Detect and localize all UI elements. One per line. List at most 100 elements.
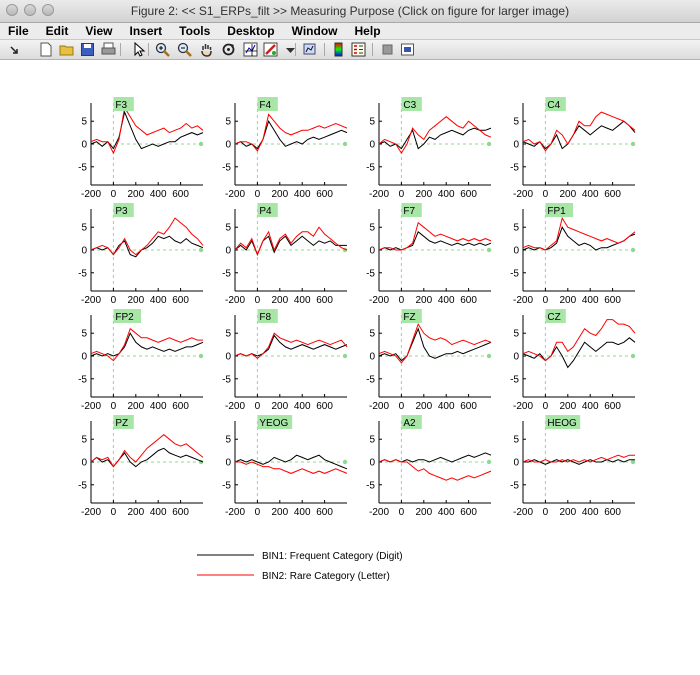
zero-line-marker	[198, 141, 204, 147]
y-tick-label: -5	[78, 480, 87, 491]
y-tick-label: -5	[510, 162, 519, 173]
legend[interactable]: BIN1: Frequent Category (Digit) BIN2: Rar…	[197, 551, 403, 582]
erp-panel-f8[interactable]: 5 0 -5 -200 0 200 400 600 F8	[222, 309, 348, 412]
menu-tools[interactable]: Tools	[179, 24, 211, 38]
erp-panel-f7[interactable]: 5 0 -5 -200 0 200 400 600 F7	[366, 203, 492, 306]
x-tick-label: 600	[316, 507, 333, 518]
bin1-waveform	[90, 235, 204, 258]
x-tick-label: 400	[582, 189, 599, 200]
figure-canvas[interactable]: 5 0 -5 -200 0 200 400 600 F3 5 0 -5 -200 0 200 400 600 F4…	[0, 60, 700, 670]
x-tick-label: 200	[271, 189, 288, 200]
zoom-out-icon[interactable]	[177, 42, 192, 57]
x-tick-label: -200	[81, 507, 101, 518]
colorbar-icon[interactable]	[331, 42, 346, 57]
legend-icon[interactable]	[351, 42, 366, 57]
minimize-window-button[interactable]	[24, 4, 36, 16]
x-tick-label: 400	[438, 507, 455, 518]
zoom-window-button[interactable]	[42, 4, 54, 16]
y-tick-label: -5	[222, 162, 231, 173]
rotate-3d-icon[interactable]	[221, 42, 236, 57]
x-tick-label: 200	[415, 401, 432, 412]
channel-label-box	[401, 309, 422, 323]
x-tick-label: 200	[559, 507, 576, 518]
save-icon[interactable]	[80, 42, 95, 57]
channel-label: F8	[259, 312, 271, 323]
bin2-waveform	[90, 327, 203, 362]
close-window-button[interactable]	[6, 4, 18, 16]
zero-line-marker	[630, 353, 636, 359]
bin1-waveform	[378, 127, 492, 150]
bin2-waveform	[522, 454, 635, 463]
menu-insert[interactable]: Insert	[129, 24, 163, 38]
data-cursor-icon[interactable]	[243, 42, 258, 57]
bin1-waveform	[234, 454, 348, 470]
x-tick-label: 200	[415, 189, 432, 200]
menu-edit[interactable]: Edit	[45, 24, 69, 38]
erp-panel-p4[interactable]: 5 0 -5 -200 0 200 400 600 P4	[222, 203, 348, 306]
erp-panel-heog[interactable]: 5 0 -5 -200 0 200 400 600 HEOG	[510, 415, 636, 518]
erp-panel-f4[interactable]: 5 0 -5 -200 0 200 400 600 F4	[222, 97, 348, 200]
channel-label: P3	[115, 206, 128, 217]
brush-icon[interactable]	[263, 42, 278, 57]
x-tick-label: -200	[225, 401, 245, 412]
erp-panel-fz[interactable]: 5 0 -5 -200 0 200 400 600 FZ	[366, 309, 492, 412]
brush-dropdown-icon[interactable]	[283, 42, 298, 57]
erp-panel-f3[interactable]: 5 0 -5 -200 0 200 400 600 F3	[78, 97, 204, 200]
y-tick-label: -5	[78, 374, 87, 385]
erp-panel-fp1[interactable]: 5 0 -5 -200 0 200 400 600 FP1	[510, 203, 636, 306]
menu-help[interactable]: Help	[354, 24, 381, 38]
channel-label-box	[401, 415, 422, 429]
link-plot-icon[interactable]	[302, 42, 317, 57]
show-plot-tools-icon[interactable]	[400, 42, 415, 57]
y-tick-label: 0	[81, 458, 87, 469]
erp-panel-cz[interactable]: 5 0 -5 -200 0 200 400 600 CZ	[510, 309, 636, 412]
toolbar-separator	[372, 43, 373, 56]
zero-line-marker	[342, 459, 348, 465]
channel-label: FP2	[115, 312, 134, 323]
erp-panel-p3[interactable]: 5 0 -5 -200 0 200 400 600 P3	[78, 203, 204, 306]
zoom-in-icon[interactable]	[155, 42, 170, 57]
erp-panel-a2[interactable]: 5 0 -5 -200 0 200 400 600 A2	[366, 415, 492, 518]
menu-file[interactable]: File	[8, 24, 29, 38]
x-tick-label: 200	[127, 507, 144, 518]
y-tick-label: 5	[225, 223, 231, 234]
arrow-dock-icon[interactable]	[7, 42, 22, 57]
bin1-waveform	[234, 334, 348, 357]
print-icon[interactable]	[101, 42, 116, 57]
x-tick-label: 400	[150, 189, 167, 200]
menu-window[interactable]: Window	[291, 24, 338, 38]
channel-label: CZ	[547, 312, 560, 323]
erp-plot-grid[interactable]: 5 0 -5 -200 0 200 400 600 F3 5 0 -5 -200 0 200 400 600 F4…	[0, 60, 700, 670]
bin2-waveform	[90, 434, 204, 468]
bin2-waveform	[522, 111, 636, 152]
erp-panel-yeog[interactable]: 5 0 -5 -200 0 200 400 600 YEOG	[222, 415, 348, 518]
pointer-icon[interactable]	[131, 41, 146, 57]
channel-label-box	[401, 97, 422, 111]
erp-panel-fp2[interactable]: 5 0 -5 -200 0 200 400 600 FP2	[78, 309, 204, 412]
channel-label-box	[401, 203, 422, 217]
pan-hand-icon[interactable]	[199, 42, 214, 57]
channel-label-box	[545, 309, 566, 323]
bin1-waveform	[378, 327, 492, 362]
menu-desktop[interactable]: Desktop	[227, 24, 275, 38]
x-tick-label: 0	[255, 189, 261, 200]
new-figure-icon[interactable]	[38, 42, 53, 57]
y-tick-label: 5	[225, 117, 231, 128]
bin2-waveform	[378, 459, 492, 481]
window-titlebar[interactable]: Figure 2: << S1_ERPs_filt >> Measuring P…	[0, 0, 700, 23]
channel-label-box	[545, 203, 573, 217]
channel-label: C3	[403, 100, 416, 111]
menu-view[interactable]: View	[85, 24, 113, 38]
open-file-icon[interactable]	[59, 42, 74, 57]
erp-panel-c4[interactable]: 5 0 -5 -200 0 200 400 600 C4	[510, 97, 636, 200]
y-tick-label: -5	[510, 374, 519, 385]
erp-panel-c3[interactable]: 5 0 -5 -200 0 200 400 600 C3	[366, 97, 492, 200]
channel-label: F4	[259, 100, 271, 111]
y-tick-label: 0	[81, 352, 87, 363]
hide-plot-tools-icon[interactable]	[380, 42, 395, 57]
channel-label-box	[113, 415, 134, 429]
bin2-waveform	[378, 221, 492, 251]
bin2-waveform	[522, 319, 636, 362]
erp-panel-pz[interactable]: 5 0 -5 -200 0 200 400 600 PZ	[78, 415, 204, 518]
x-tick-label: -200	[369, 507, 389, 518]
